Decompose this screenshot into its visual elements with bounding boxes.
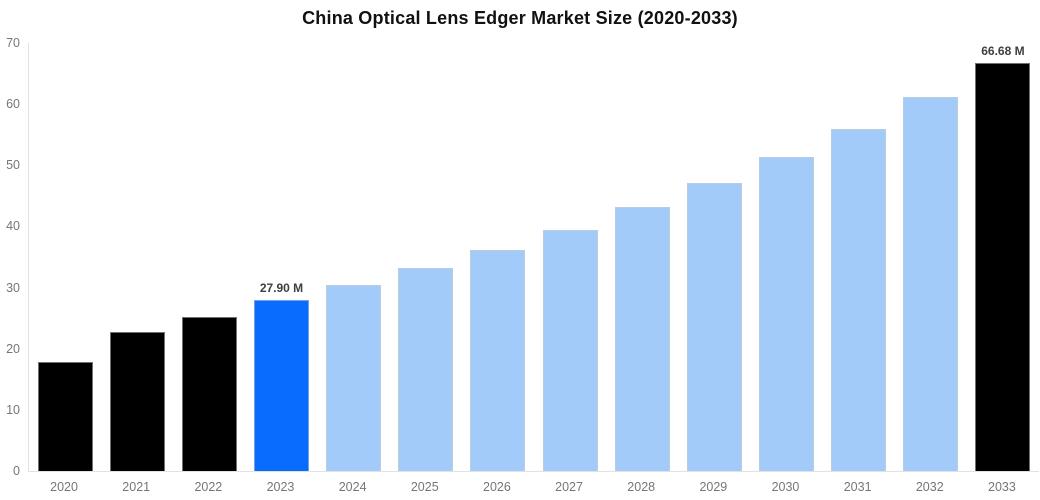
- plot-area: 27.90 M 66.68 M: [28, 43, 1039, 472]
- bar-2025[interactable]: [398, 268, 454, 471]
- bar-value-label-2023: 27.90 M: [259, 281, 304, 296]
- bar-2027[interactable]: [542, 229, 598, 471]
- x-tick-label-2032: 2032: [915, 480, 944, 494]
- x-tick-label-2024: 2024: [338, 480, 367, 494]
- bar-2026[interactable]: [470, 249, 526, 471]
- x-tick-label-2025: 2025: [410, 480, 439, 494]
- y-tick-label-10: 10: [6, 402, 20, 417]
- y-tick-label-30: 30: [6, 280, 20, 295]
- x-tick-label-2023: 2023: [266, 480, 295, 494]
- y-tick-label-50: 50: [6, 158, 20, 173]
- chart-title: China Optical Lens Edger Market Size (20…: [302, 8, 738, 28]
- y-tick-label-40: 40: [6, 219, 20, 234]
- x-tick-label-2029: 2029: [699, 480, 728, 494]
- bar-2031[interactable]: [831, 128, 887, 471]
- bar-2032[interactable]: [903, 97, 959, 471]
- bar-2020[interactable]: [37, 362, 93, 471]
- x-tick-label-2020: 2020: [50, 480, 78, 494]
- x-tick-label-2027: 2027: [555, 480, 583, 494]
- x-tick-label-2030: 2030: [771, 480, 800, 494]
- y-tick-label-0: 0: [13, 464, 20, 478]
- y-tick-label-60: 60: [6, 97, 20, 112]
- bar-2021[interactable]: [109, 331, 165, 471]
- x-tick-label-2026: 2026: [483, 480, 511, 494]
- bar-2030[interactable]: [759, 156, 814, 471]
- bar-2033[interactable]: [975, 63, 1031, 471]
- bar-2022[interactable]: [181, 316, 237, 471]
- bar-2028[interactable]: [614, 207, 670, 471]
- bar-2024[interactable]: [326, 285, 382, 471]
- x-tick-label-2022: 2022: [194, 480, 223, 494]
- x-tick-label-2021: 2021: [122, 480, 151, 494]
- y-tick-label-20: 20: [6, 341, 20, 356]
- x-tick-label-2028: 2028: [627, 480, 656, 494]
- x-tick-label-2033: 2033: [988, 480, 1016, 494]
- bar-2023[interactable]: [254, 300, 309, 471]
- y-tick-label-70: 70: [6, 36, 20, 50]
- bar-2029[interactable]: [686, 183, 742, 471]
- bar-value-label-2033: 66.68 M: [981, 44, 1025, 59]
- x-tick-label-2031: 2031: [843, 480, 872, 494]
